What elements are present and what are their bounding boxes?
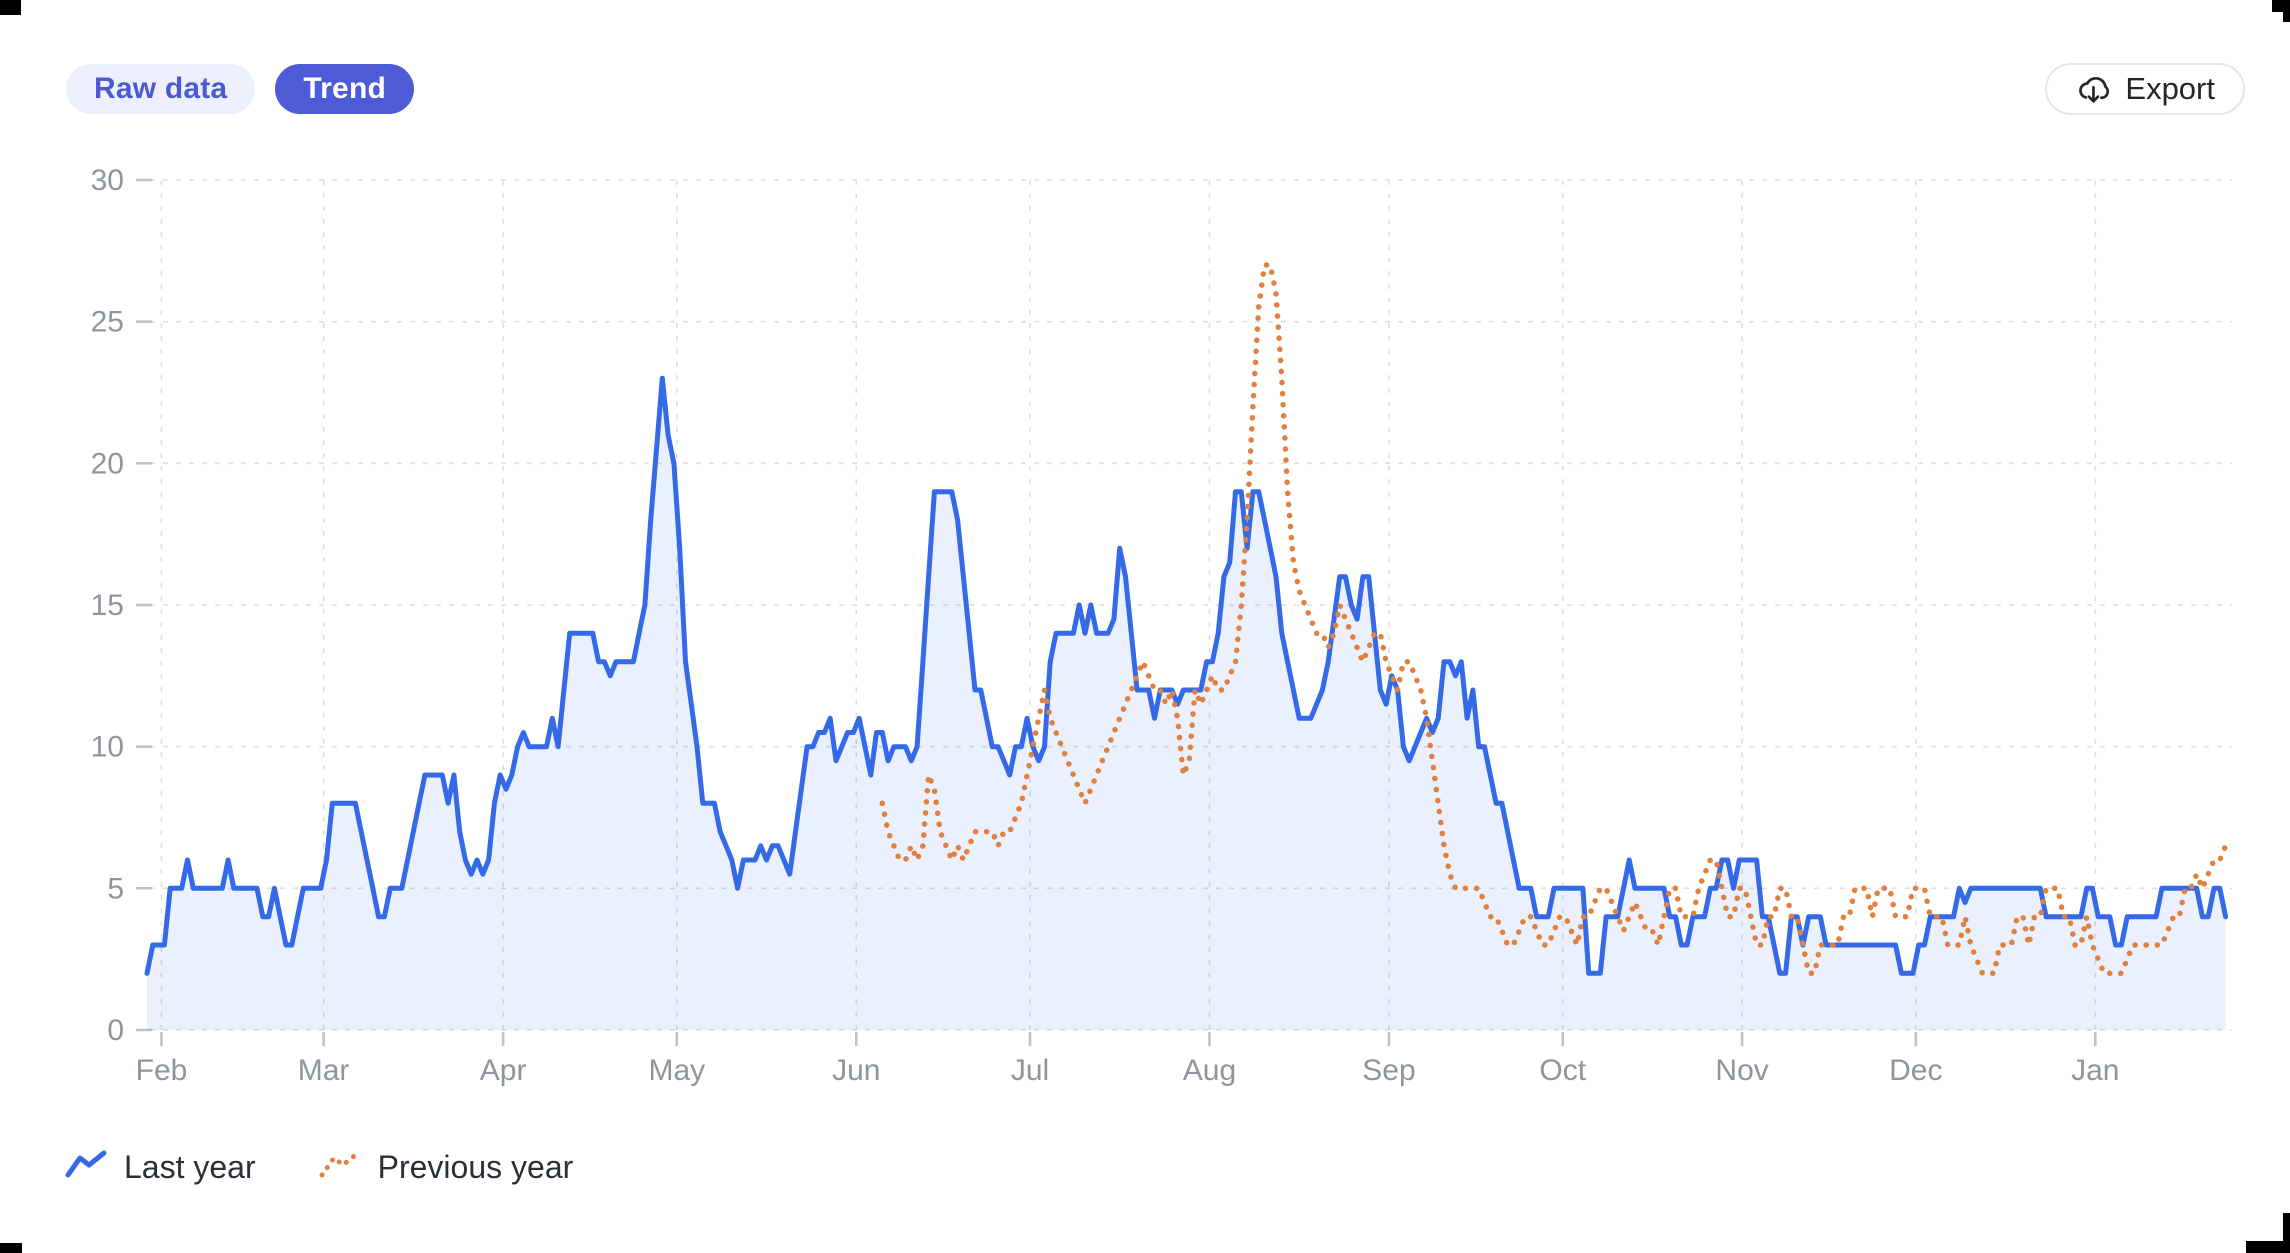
area-fill xyxy=(147,378,2226,1030)
last-year-line-icon xyxy=(64,1148,108,1187)
corner-mark-top-left xyxy=(0,0,21,15)
corner-mark-bottom-right-h xyxy=(2246,1241,2290,1253)
x-axis-label: Nov xyxy=(1715,1054,1768,1087)
y-axis-label: 30 xyxy=(91,164,124,197)
x-axis-label: Apr xyxy=(480,1054,527,1087)
x-axis-label: Dec xyxy=(1889,1054,1942,1087)
previous-year-dotted-line-icon xyxy=(318,1148,362,1187)
x-axis-label: Jan xyxy=(2071,1054,2119,1087)
export-button[interactable]: Export xyxy=(2045,63,2245,115)
export-button-label: Export xyxy=(2125,71,2215,106)
x-axis-label: Sep xyxy=(1362,1054,1415,1087)
corner-mark-bottom-right-v xyxy=(2283,1213,2290,1253)
corner-mark-top-right xyxy=(2272,0,2290,12)
series-line xyxy=(144,375,2229,976)
x-axis-label: May xyxy=(648,1054,705,1087)
y-axis-label: 10 xyxy=(91,731,124,764)
y-axis-label: 25 xyxy=(91,306,124,339)
legend-label-last-year: Last year xyxy=(124,1149,256,1185)
raw-data-toggle[interactable]: Raw data xyxy=(66,64,256,114)
x-axis-label: Feb xyxy=(136,1054,188,1087)
series-line xyxy=(879,262,2229,977)
corner-mark-bottom-left xyxy=(0,1243,22,1253)
legend-item-last-year: Last year xyxy=(64,1148,256,1187)
x-axis-label: Jul xyxy=(1011,1054,1049,1087)
y-axis-label: 20 xyxy=(91,447,124,480)
legend-label-previous-year: Previous year xyxy=(377,1149,574,1185)
cloud-download-icon xyxy=(2075,72,2111,106)
y-axis-label: 15 xyxy=(91,589,124,622)
x-axis-label: Aug xyxy=(1183,1054,1236,1087)
y-axis-label: 0 xyxy=(107,1014,124,1047)
legend-item-previous-year: Previous year xyxy=(318,1148,574,1187)
x-axis-label: Mar xyxy=(298,1054,350,1087)
trend-toggle[interactable]: Trend xyxy=(275,64,414,114)
corner-mark-top-right-nub xyxy=(2283,12,2290,22)
x-axis-label: Jun xyxy=(832,1054,880,1087)
x-axis-label: Oct xyxy=(1539,1054,1586,1087)
view-toggle-group: Raw data Trend xyxy=(66,64,414,114)
chart-legend: Last year Previous year xyxy=(64,1148,573,1187)
y-axis-label: 5 xyxy=(107,872,124,905)
